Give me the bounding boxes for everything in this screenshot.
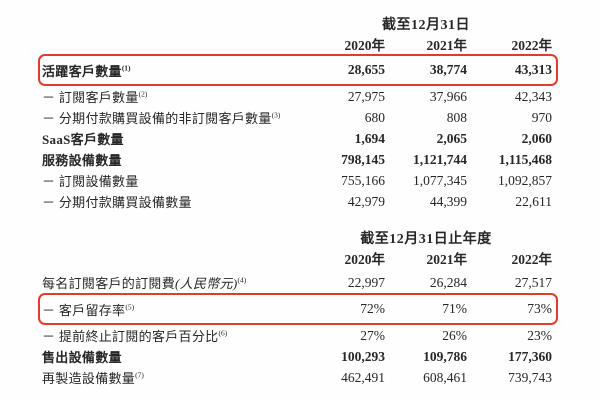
year-header: 2022年: [511, 38, 553, 53]
metrics-table: 截至12月31日止年度 2020年 2021年 2022年每名訂閱客戶的訂閱費(人民幣…: [38, 228, 558, 388]
row-label-text: 每名訂閱客戶的訂閱費: [42, 276, 176, 291]
table-row: － 訂閱設備數量 755,166 1,077,345 1,092,857: [42, 170, 552, 191]
value-cell: 177,360: [508, 348, 552, 364]
year-header: 2021年: [426, 252, 468, 267]
value-cell: 44,399: [429, 193, 467, 209]
value-cell: 739,743: [508, 369, 552, 385]
value-cell: 1,077,345: [413, 172, 467, 188]
year-header: 2020年: [344, 252, 386, 267]
row-label-text: 再製造設備數量: [42, 371, 136, 386]
value-cell: 462,491: [341, 369, 385, 385]
value-cell: 109,786: [423, 348, 467, 364]
value-cell: 71%: [442, 301, 467, 316]
row-label: － 訂閱設備數量: [42, 171, 300, 190]
row-label-text: － 訂閱客戶數量: [42, 90, 139, 105]
value-cell: 1,121,744: [413, 151, 467, 167]
value-cell: 1,115,468: [498, 151, 552, 167]
value-cell: 27,517: [514, 274, 552, 290]
value-cell: 26,284: [429, 274, 467, 290]
table-row: － 客戶留存率(5) 72% 71% 73%: [38, 293, 558, 325]
row-label-text: SaaS客戶數量: [42, 132, 124, 147]
year-headers-row: 2020年 2021年 2022年: [42, 248, 553, 268]
row-label: 再製造設備數量(7): [42, 368, 300, 387]
table-row: － 提前終止訂閱的客戶百分比(6) 27% 26% 23%: [42, 325, 552, 346]
row-label: － 分期付款購買設備的非訂閱客戶數量(3): [42, 108, 300, 127]
value-cell: 2,060: [521, 130, 552, 146]
table-row: 活躍客戶數量(1) 28,655 38,774 43,313: [38, 54, 558, 86]
row-label: － 提前終止訂閱的客戶百分比(6): [42, 326, 300, 345]
period-header: 截至12月31日: [382, 18, 470, 33]
row-label-text: － 客戶留存率: [42, 302, 126, 318]
row-label-text: 活躍客戶數量: [42, 63, 122, 79]
footnote-marker: (1): [121, 63, 131, 73]
period-header: 截至12月31日止年度: [360, 232, 492, 247]
value-cell: 100,293: [341, 348, 385, 364]
row-label: 活躍客戶數量(1): [42, 61, 300, 80]
period-header-row: 截至12月31日: [42, 14, 552, 34]
value-cell: 26%: [442, 327, 467, 343]
row-label: － 分期付款購買設備數量: [42, 192, 300, 211]
table-row: 再製造設備數量(7) 462,491 608,461 739,743: [42, 367, 552, 388]
row-label-italic: (人民幣元): [175, 276, 238, 291]
row-label: 售出設備數量: [42, 347, 300, 366]
value-cell: 2,065: [436, 130, 467, 146]
table-row: 售出設備數量 100,293 109,786 177,360: [42, 346, 552, 367]
table-row: SaaS客戶數量 1,694 2,065 2,060: [42, 128, 552, 149]
table-row: 服務設備數量 798,145 1,121,744 1,115,468: [42, 149, 552, 170]
value-cell: 42,343: [514, 88, 552, 104]
value-cell: 22,997: [347, 274, 385, 290]
value-cell: 1,092,857: [498, 172, 552, 188]
row-label: － 訂閱客戶數量(2): [42, 87, 300, 106]
value-cell: 37,966: [429, 88, 467, 104]
row-label: SaaS客戶數量: [42, 129, 300, 148]
row-label-text: 售出設備數量: [42, 350, 122, 365]
footnote-marker: (7): [135, 370, 144, 380]
year-headers-row: 2020年 2021年 2022年: [42, 34, 553, 54]
metrics-table: 截至12月31日 2020年 2021年 2022年活躍客戶數量(1) 28,655 38…: [38, 14, 558, 212]
year-header: 2022年: [511, 252, 553, 267]
value-cell: 970: [531, 109, 552, 125]
table-row: － 分期付款購買設備數量 42,979 44,399 22,611: [42, 191, 552, 212]
value-cell: 43,313: [514, 62, 552, 77]
value-cell: 22,611: [515, 193, 552, 209]
value-cell: 608,461: [423, 369, 467, 385]
value-cell: 808: [446, 109, 467, 125]
value-cell: 23%: [527, 327, 552, 343]
row-label-text: 服務設備數量: [42, 153, 122, 168]
table-row: 每名訂閱客戶的訂閱費(人民幣元)(4) 22,997 26,284 27,517: [42, 272, 552, 293]
value-cell: 38,774: [429, 62, 467, 77]
row-label-text: － 分期付款購買設備的非訂閱客戶數量: [42, 111, 272, 126]
metrics-tables-container: 截至12月31日 2020年 2021年 2022年 活躍客戶數量(1) 28,655 38…: [38, 14, 558, 388]
value-cell: 798,145: [341, 151, 385, 167]
footnote-marker: (2): [138, 89, 148, 99]
table-row: － 分期付款購買設備的非訂閱客戶數量(3) 680 808 970: [42, 107, 552, 128]
value-cell: 27%: [360, 327, 385, 343]
value-cell: 755,166: [341, 172, 385, 188]
table-row: － 訂閱客戶數量(2) 27,975 37,966 42,343: [42, 86, 552, 107]
row-label-text: － 訂閱設備數量: [42, 174, 139, 189]
row-label: － 客戶留存率(5): [42, 300, 300, 319]
value-cell: 1,694: [354, 130, 385, 146]
year-header: 2020年: [344, 38, 386, 53]
footnote-marker: (6): [218, 328, 228, 338]
footnote-marker: (4): [237, 275, 247, 285]
row-label-text: － 提前終止訂閱的客戶百分比: [42, 329, 219, 344]
value-cell: 72%: [360, 301, 385, 316]
row-label-text: － 分期付款購買設備數量: [42, 195, 192, 210]
row-label: 每名訂閱客戶的訂閱費(人民幣元)(4): [42, 273, 300, 292]
value-cell: 27,975: [347, 88, 385, 104]
footnote-marker: (3): [271, 110, 281, 120]
value-cell: 42,979: [347, 193, 385, 209]
period-header-row: 截至12月31日止年度: [42, 228, 552, 248]
value-cell: 680: [364, 109, 385, 125]
value-cell: 28,655: [347, 62, 385, 77]
value-cell: 73%: [527, 301, 552, 316]
year-header: 2021年: [426, 38, 468, 53]
row-label: 服務設備數量: [42, 150, 300, 169]
footnote-marker: (5): [125, 302, 135, 312]
